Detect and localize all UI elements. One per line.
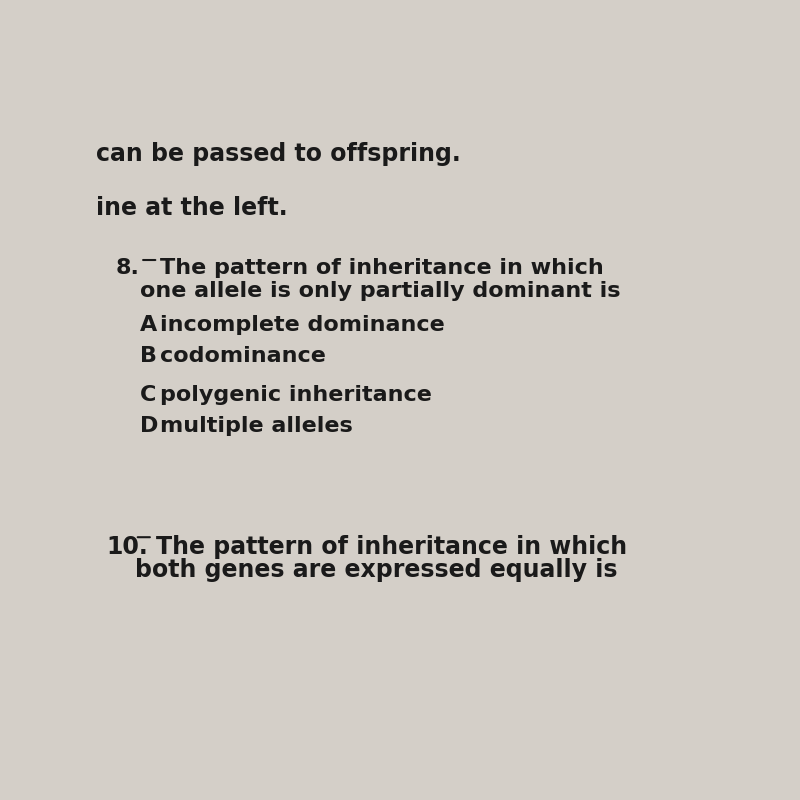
Text: B: B: [140, 346, 158, 366]
Text: one allele is only partially dominant is: one allele is only partially dominant is: [140, 281, 621, 301]
Text: can be passed to offspring.: can be passed to offspring.: [96, 142, 461, 166]
Text: The pattern of inheritance in which: The pattern of inheritance in which: [156, 535, 627, 559]
Text: ine at the left.: ine at the left.: [96, 196, 288, 220]
Text: 8.: 8.: [115, 258, 139, 278]
Text: 10.: 10.: [106, 535, 148, 559]
Text: A: A: [140, 315, 158, 335]
Text: polygenic inheritance: polygenic inheritance: [161, 385, 432, 405]
Text: both genes are expressed equally is: both genes are expressed equally is: [135, 558, 618, 582]
Text: codominance: codominance: [161, 346, 326, 366]
Text: multiple alleles: multiple alleles: [161, 415, 354, 435]
Text: D: D: [140, 415, 158, 435]
Text: incomplete dominance: incomplete dominance: [161, 315, 445, 335]
Text: The pattern of inheritance in which: The pattern of inheritance in which: [161, 258, 604, 278]
Text: C: C: [140, 385, 157, 405]
